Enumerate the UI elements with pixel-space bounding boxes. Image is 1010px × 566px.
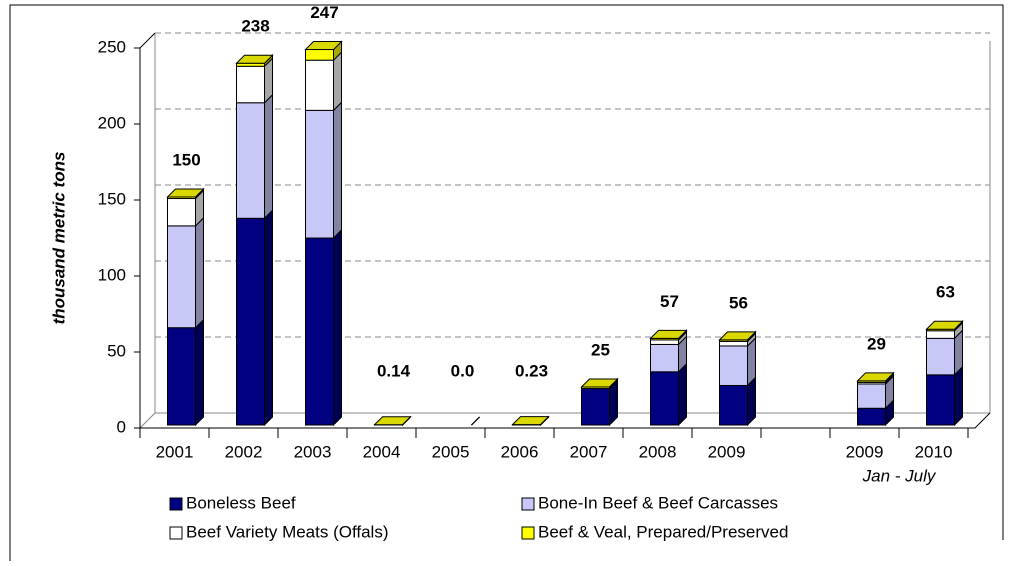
legend-label: Beef Variety Meats (Offals) (186, 522, 389, 541)
bar-side (334, 52, 342, 110)
bar-segment (168, 328, 196, 425)
bar-segment (306, 60, 334, 110)
total-label: 238 (241, 17, 269, 36)
bar-segment (237, 103, 265, 219)
bar-side (265, 210, 273, 425)
total-label: 29 (867, 334, 886, 353)
total-label: 25 (591, 340, 610, 359)
bar-segment (306, 110, 334, 238)
bar-segment (306, 50, 334, 61)
bar-top (375, 417, 411, 425)
total-label: 0.23 (515, 361, 548, 380)
legend-swatch (522, 498, 534, 510)
bar-segment (858, 384, 886, 408)
x-tick-label: 2010 (915, 442, 953, 461)
frame (10, 5, 1003, 561)
legend-swatch (522, 527, 534, 539)
bar-top (513, 417, 549, 425)
bar-segment (582, 389, 610, 425)
bar-segment (927, 375, 955, 425)
bar-side (472, 417, 480, 425)
y-axis-label: thousand metric tons (49, 152, 68, 325)
annotation: Jan - July (862, 466, 937, 485)
x-tick-label: 2009 (846, 442, 884, 461)
y-tick-label: 150 (98, 189, 126, 208)
total-label: 63 (936, 283, 955, 302)
bar-segment (651, 344, 679, 371)
legend-swatch (170, 498, 182, 510)
total-label: 150 (172, 150, 200, 169)
bar-segment (237, 218, 265, 425)
x-tick-label: 2005 (432, 442, 470, 461)
total-label: 57 (660, 292, 679, 311)
x-tick-label: 2001 (156, 442, 194, 461)
x-tick-label: 2002 (225, 442, 263, 461)
legend-label: Beef & Veal, Prepared/Preserved (538, 522, 788, 541)
bar-segment (927, 331, 955, 339)
total-label: 247 (310, 3, 338, 22)
bar-segment (306, 238, 334, 425)
bar-segment (651, 372, 679, 425)
bar-segment (168, 226, 196, 328)
total-label: 56 (729, 293, 748, 312)
bar-side (334, 230, 342, 425)
y-tick-label: 200 (98, 113, 126, 132)
total-label: 0.14 (377, 361, 411, 380)
bar-segment (720, 385, 748, 425)
y-axis-depth (140, 33, 155, 48)
y-tick-label: 100 (98, 265, 126, 284)
bar-segment (858, 408, 886, 425)
bar-side (679, 364, 687, 425)
x-tick-label: 2004 (363, 442, 401, 461)
bar-segment (651, 340, 679, 345)
y-tick-label: 50 (107, 341, 126, 360)
total-label: 0.0 (451, 361, 475, 380)
bar-side (196, 218, 204, 328)
x-tick-label: 2009 (708, 442, 746, 461)
bar-segment (927, 338, 955, 374)
x-tick-label: 2006 (501, 442, 539, 461)
y-tick-label: 0 (117, 417, 126, 436)
x-tick-label: 2003 (294, 442, 332, 461)
bar-segment (720, 346, 748, 386)
legend-label: Bone-In Beef & Beef Carcasses (538, 493, 778, 512)
bar-segment (720, 341, 748, 346)
bar-side (955, 367, 963, 425)
legend-swatch (170, 527, 182, 539)
legend-label: Boneless Beef (186, 493, 296, 512)
bar-side (334, 102, 342, 238)
x-tick-label: 2008 (639, 442, 677, 461)
bar-side (265, 95, 273, 219)
x-tick-label: 2007 (570, 442, 608, 461)
bar-segment (168, 199, 196, 226)
y-tick-label: 250 (98, 37, 126, 56)
bar-segment (237, 66, 265, 102)
bar-side (196, 320, 204, 425)
